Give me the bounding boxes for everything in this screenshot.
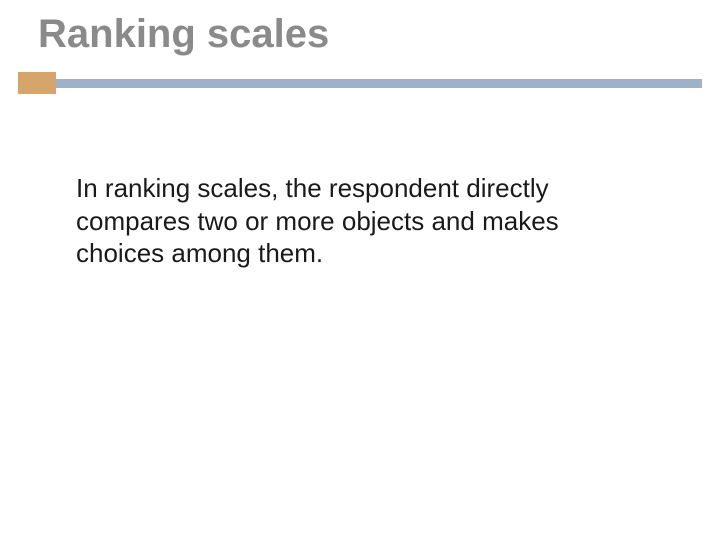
slide-title: Ranking scales bbox=[38, 12, 329, 57]
slide-body-text: In ranking scales, the respondent direct… bbox=[76, 172, 636, 270]
horizontal-rule bbox=[56, 79, 702, 88]
accent-block bbox=[18, 72, 56, 94]
title-rule bbox=[0, 72, 720, 94]
slide: Ranking scales In ranking scales, the re… bbox=[0, 0, 720, 540]
